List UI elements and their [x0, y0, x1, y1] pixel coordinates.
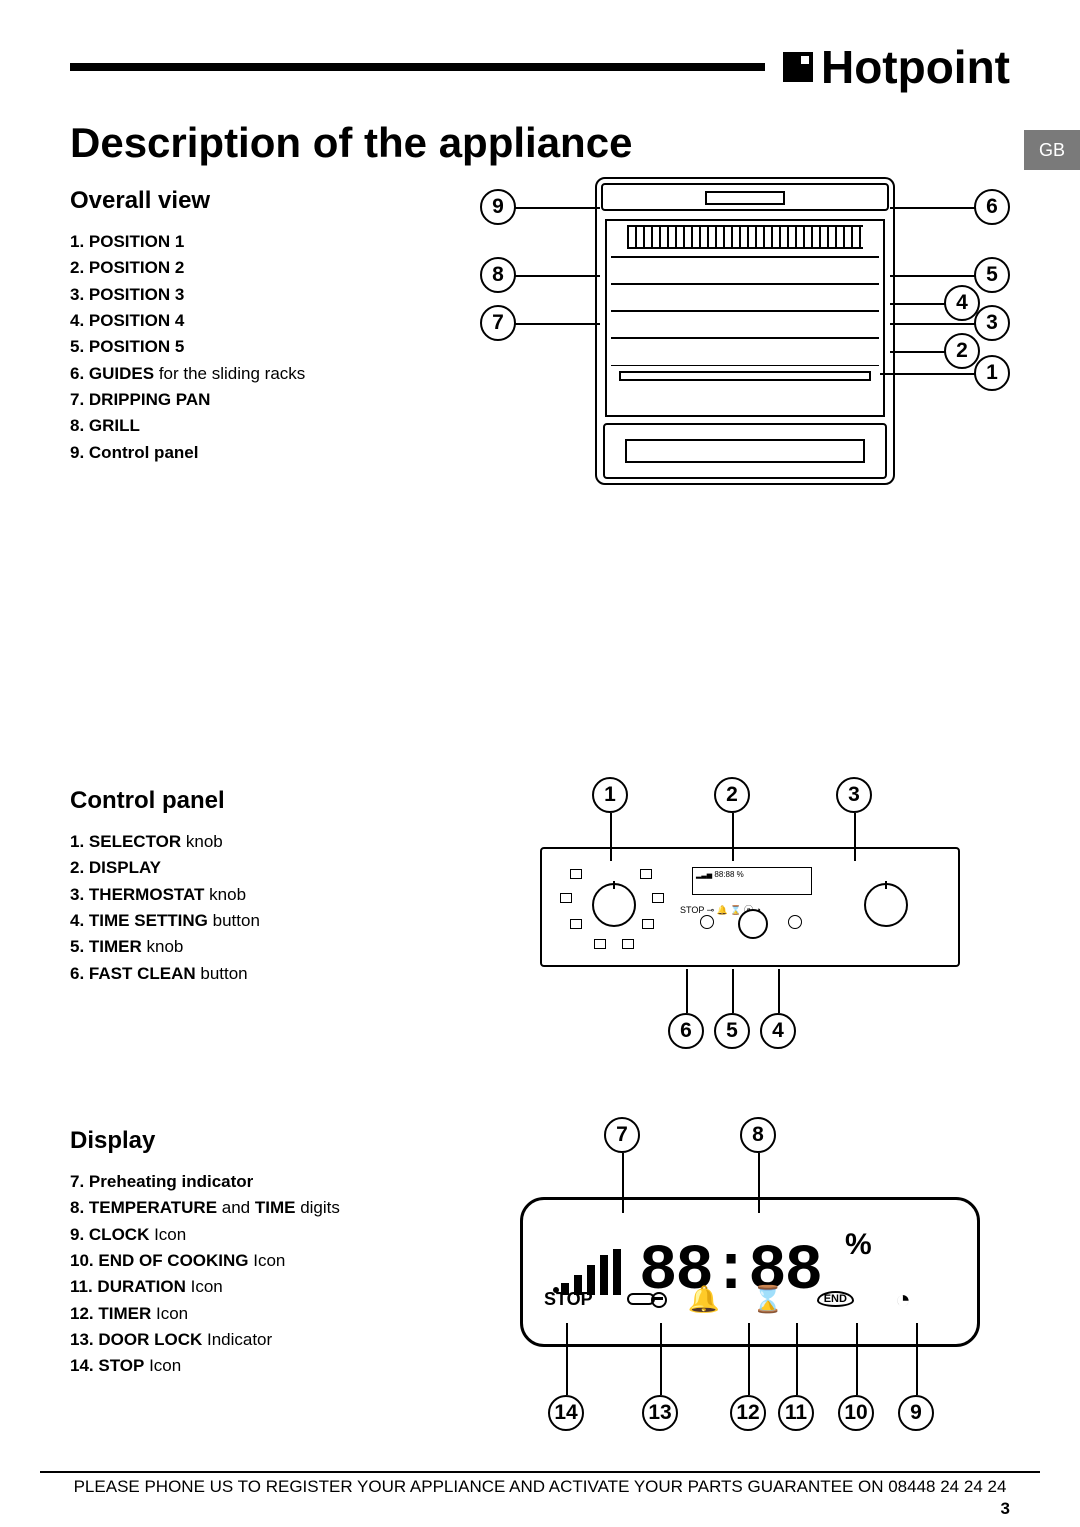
section-display: Display	[70, 1127, 450, 1155]
callout-5: 5	[714, 1013, 750, 1049]
time-setting-button	[788, 915, 802, 929]
section-control-panel: Control panel	[70, 787, 450, 815]
list-item: 3. THERMOSTAT knob	[70, 882, 450, 908]
callout-8: 8	[480, 257, 516, 293]
callout-8: 8	[740, 1117, 776, 1153]
list-control-panel: 1. SELECTOR knob2. DISPLAY3. THERMOSTAT …	[70, 829, 450, 987]
region-tab: GB	[1024, 130, 1080, 170]
list-item: 5. TIMER knob	[70, 934, 450, 960]
list-item: 5. POSITION 5	[70, 334, 450, 360]
list-item: 9. Control panel	[70, 440, 450, 466]
list-item: 13. DOOR LOCK Indicator	[70, 1327, 450, 1353]
list-item: 4. TIME SETTING button	[70, 908, 450, 934]
list-item: 2. DISPLAY	[70, 855, 450, 881]
oven-diagram	[595, 177, 895, 485]
oven-control-strip	[601, 183, 889, 211]
stop-label: STOP	[544, 1289, 593, 1310]
door-lock-icon	[627, 1293, 655, 1305]
oven-door	[603, 423, 887, 479]
control-panel-diagram: 1 2 3 ▂▃▅ 88:88 % STOP	[520, 777, 980, 1077]
section-overall-view: Overall view	[70, 187, 450, 215]
page-number: 3	[1001, 1499, 1010, 1519]
brand-text: Hotpoint	[821, 40, 1010, 94]
list-item: 4. POSITION 4	[70, 308, 450, 334]
list-item: 2. POSITION 2	[70, 255, 450, 281]
list-item: 6. FAST CLEAN button	[70, 961, 450, 987]
callout-6: 6	[668, 1013, 704, 1049]
list-item: 7. DRIPPING PAN	[70, 387, 450, 413]
mini-display: ▂▃▅ 88:88 %	[692, 867, 812, 895]
list-item: 8. GRILL	[70, 413, 450, 439]
horizontal-rule	[70, 63, 765, 71]
list-item: 10. END OF COOKING Icon	[70, 1248, 450, 1274]
list-item: 9. CLOCK Icon	[70, 1222, 450, 1248]
callout-1: 1	[974, 355, 1010, 391]
brand-row: Hotpoint	[70, 40, 1010, 94]
callout-11: 11	[778, 1395, 814, 1431]
fast-clean-button	[700, 915, 714, 929]
brand-icon	[783, 52, 813, 82]
page-title: Description of the appliance	[70, 119, 1010, 167]
percent-icon: %	[845, 1228, 872, 1262]
callout-10: 10	[838, 1395, 874, 1431]
list-item: 8. TEMPERATURE and TIME digits	[70, 1195, 450, 1221]
callout-14: 14	[548, 1395, 584, 1431]
clock-icon: ◔	[888, 1284, 918, 1314]
callout-7: 7	[480, 305, 516, 341]
callout-9: 9	[898, 1395, 934, 1431]
callout-13: 13	[642, 1395, 678, 1431]
list-item: 7. Preheating indicator	[70, 1169, 450, 1195]
callout-3: 3	[836, 777, 872, 813]
callout-2: 2	[714, 777, 750, 813]
list-item: 1. SELECTOR knob	[70, 829, 450, 855]
list-item: 3. POSITION 3	[70, 282, 450, 308]
selector-knob	[592, 883, 636, 927]
timer-bell-icon: 🔔	[689, 1284, 719, 1314]
oven-cavity	[605, 219, 885, 417]
list-item: 11. DURATION Icon	[70, 1274, 450, 1300]
callout-1: 1	[592, 777, 628, 813]
list-overall-view: 1. POSITION 12. POSITION 23. POSITION 34…	[70, 229, 450, 466]
callout-7: 7	[604, 1117, 640, 1153]
end-of-cooking-icon: END	[817, 1291, 854, 1307]
callout-4: 4	[760, 1013, 796, 1049]
dripping-pan	[619, 371, 871, 381]
list-item: 1. POSITION 1	[70, 229, 450, 255]
callout-5: 5	[974, 257, 1010, 293]
callout-12: 12	[730, 1395, 766, 1431]
footer-registration: PLEASE PHONE US TO REGISTER YOUR APPLIAN…	[40, 1471, 1040, 1497]
timer-knob	[738, 909, 768, 939]
callout-2: 2	[944, 333, 980, 369]
list-display: 7. Preheating indicator8. TEMPERATURE an…	[70, 1169, 450, 1380]
callout-6: 6	[974, 189, 1010, 225]
callout-3: 3	[974, 305, 1010, 341]
list-item: 12. TIMER Icon	[70, 1301, 450, 1327]
list-item: 14. STOP Icon	[70, 1353, 450, 1379]
thermostat-knob	[864, 883, 908, 927]
display-diagram: 7 8 88:88 % STOP 🔔 ⌛ END ◔	[500, 1117, 1000, 1477]
callout-9: 9	[480, 189, 516, 225]
duration-icon: ⌛	[753, 1284, 783, 1314]
list-item: 6. GUIDES for the sliding racks	[70, 361, 450, 387]
grill-element	[627, 225, 863, 249]
brand-logo: Hotpoint	[783, 40, 1010, 94]
